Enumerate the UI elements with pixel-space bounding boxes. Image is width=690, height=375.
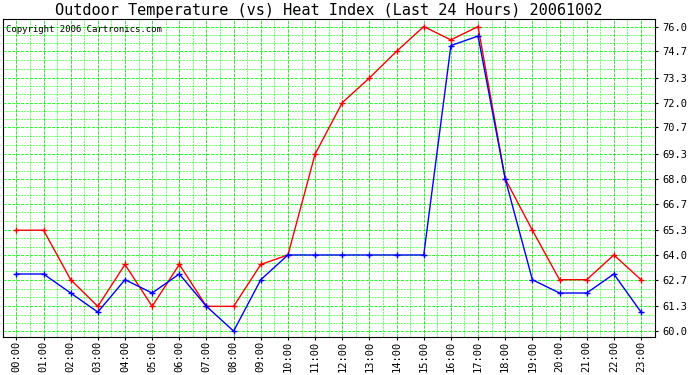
Text: Copyright 2006 Cartronics.com: Copyright 2006 Cartronics.com bbox=[6, 25, 162, 34]
Title: Outdoor Temperature (vs) Heat Index (Last 24 Hours) 20061002: Outdoor Temperature (vs) Heat Index (Las… bbox=[55, 3, 602, 18]
